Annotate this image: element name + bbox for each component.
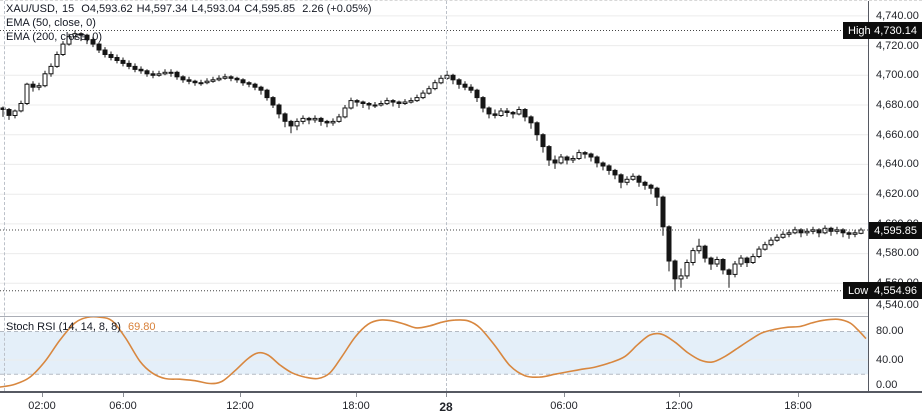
change-value: 2.26 (+0.05%): [302, 3, 372, 15]
time-axis-tick: [42, 393, 43, 397]
price-axis-label: 4,640.00: [876, 158, 919, 170]
candlestick-chart[interactable]: [0, 1, 868, 316]
price-axis-label: 4,700.00: [876, 69, 919, 81]
stoch-rsi-plot[interactable]: [0, 316, 868, 391]
stoch-rsi-value: 69.80: [128, 321, 156, 333]
time-axis-label: 18:00: [784, 400, 812, 412]
time-axis-tick: [240, 393, 241, 397]
session-separator-line: [446, 1, 447, 391]
price-axis-label: 4,740.00: [876, 10, 919, 22]
time-axis-label: 12:00: [226, 400, 254, 412]
symbol-legend[interactable]: XAU/USD, 15 O4,593.62 H4,597.34 L4,593.04 C4…: [6, 3, 376, 16]
time-axis-tick: [446, 393, 447, 397]
price-axis-label: 4,680.00: [876, 99, 919, 111]
time-axis-label: 06:00: [109, 400, 137, 412]
high-badge-label: High: [848, 24, 871, 37]
symbol-name: XAU/USD,: [6, 3, 58, 15]
low-badge-value: 4,554.96: [874, 284, 917, 297]
price-axis-label: 4,660.00: [876, 129, 919, 141]
price-axis-label: 80.00: [876, 325, 904, 337]
ema200-label: EMA (200, close, 0): [6, 31, 102, 43]
low-price-badge: Low 4,554.96: [843, 282, 922, 299]
price-axis-label: 4,580.00: [876, 247, 919, 259]
time-axis-tick: [798, 393, 799, 397]
last-price-badge: 4,595.85: [869, 222, 922, 239]
stoch-rsi-label: Stoch RSI (14, 14, 8, 8): [6, 321, 121, 333]
stoch-rsi-legend[interactable]: Stoch RSI (14, 14, 8, 8) 69.80: [6, 321, 160, 334]
ohlc-open: O4,593.62: [81, 3, 133, 15]
ohlc-high: H4,597.34: [136, 3, 188, 15]
price-pane[interactable]: XAU/USD, 15 O4,593.62 H4,597.34 L4,593.04 C4…: [0, 1, 868, 316]
price-axis-label: 4,540.00: [876, 299, 919, 311]
high-price-badge: High 4,730.14: [843, 22, 922, 39]
price-axis-label: 40.00: [876, 354, 904, 366]
time-axis-label: 18:00: [342, 400, 370, 412]
price-axis-label: 4,620.00: [876, 188, 919, 200]
price-axis-label: 4,720.00: [876, 40, 919, 52]
time-axis-label: 28: [439, 400, 453, 414]
high-badge-value: 4,730.14: [874, 24, 917, 37]
time-axis-label: 02:00: [28, 400, 56, 412]
stoch-rsi-pane[interactable]: [0, 316, 868, 391]
ohlc-low: L4,593.04: [191, 3, 241, 15]
ema50-label: EMA (50, close, 0): [6, 17, 96, 29]
price-axis-label: 0.00: [876, 379, 898, 391]
time-axis-label: 06:00: [550, 400, 578, 412]
time-axis-tick: [679, 393, 680, 397]
time-axis-tick: [356, 393, 357, 397]
low-badge-label: Low: [848, 284, 869, 297]
pane-separator[interactable]: [0, 316, 922, 317]
last-badge-value: 4,595.85: [874, 224, 917, 237]
ema50-legend[interactable]: EMA (50, close, 0): [6, 17, 100, 30]
session-separator-line: [4, 1, 5, 391]
interval-label: 15: [61, 3, 75, 15]
time-axis-tick: [123, 393, 124, 397]
time-axis-label: 12:00: [665, 400, 693, 412]
ohlc-close: C4,595.85: [244, 3, 296, 15]
time-axis-tick: [564, 393, 565, 397]
ema200-legend[interactable]: EMA (200, close, 0): [6, 31, 106, 44]
time-axis[interactable]: 02:00 06:00 12:00 18:00 28 06:00 12:00 18:00: [0, 391, 922, 419]
price-axis[interactable]: 4,740.00 4,720.00 4,700.00 4,680.00 4,660.00…: [868, 1, 922, 391]
